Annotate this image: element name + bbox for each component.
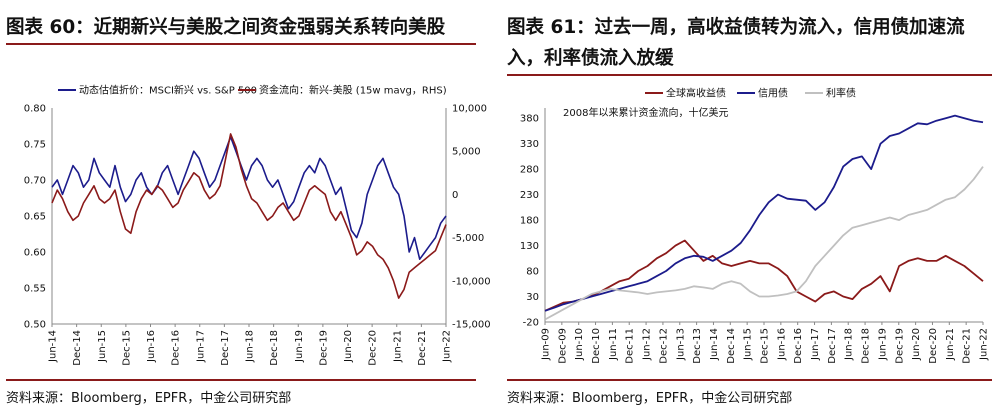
- y-tick-label: 330: [520, 139, 539, 150]
- x-tick-label: Dec-16: [793, 328, 804, 364]
- source-rule: [6, 379, 476, 381]
- x-tick-label: Dec-14: [72, 330, 83, 366]
- x-tick-label: Jun-19: [294, 330, 305, 363]
- chart-source: 资料来源：Bloomberg，EPFR，中金公司研究部: [6, 391, 292, 406]
- y-left-tick-label: 0.60: [24, 248, 46, 259]
- y-left-tick-label: 0.65: [24, 212, 46, 223]
- x-tick-label: Dec-18: [861, 328, 872, 364]
- x-tick-label: Jun-21: [392, 330, 403, 363]
- x-tick-label: Dec-09: [557, 328, 568, 364]
- x-tick-label: Dec-16: [171, 330, 182, 366]
- x-tick-label: Dec-13: [692, 328, 703, 364]
- y-tick-label: 180: [520, 216, 539, 227]
- x-tick-label: Jun-16: [776, 328, 787, 361]
- y-right-tick-label: 5,000: [452, 147, 481, 158]
- y-right-tick-label: 10,000: [452, 104, 487, 115]
- x-tick-label: Jun-15: [743, 328, 754, 361]
- series-line-3: [544, 166, 984, 321]
- x-tick-label: Dec-20: [368, 330, 379, 366]
- chart-title: 图表 61：过去一周，高收益债转为流入，信用债加速流入，利率债流入放缓: [507, 17, 965, 69]
- x-tick-label: Dec-21: [962, 328, 973, 364]
- x-tick-label: Dec-15: [121, 330, 132, 366]
- x-tick-label: Jun-14: [48, 330, 59, 363]
- x-tick-label: Jun-17: [810, 328, 821, 361]
- x-tick-label: Dec-14: [726, 328, 737, 364]
- chart-annotation: 2008年以来累计资金流向，十亿美元: [563, 106, 728, 119]
- y-left-tick-label: 0.70: [24, 176, 46, 187]
- x-tick-label: Jun-18: [245, 330, 256, 363]
- x-tick-label: Dec-17: [827, 328, 838, 364]
- y-right-tick-label: -5,000: [452, 233, 484, 244]
- x-tick-label: Jun-14: [709, 328, 720, 361]
- legend-label: 资金流向：新兴-美股 (15w mavg，RHS): [259, 84, 447, 97]
- x-tick-label: Jun-15: [97, 330, 108, 363]
- x-tick-label: Jun-10: [574, 328, 585, 361]
- source-rule: [507, 379, 992, 381]
- x-tick-label: Dec-10: [591, 328, 602, 364]
- x-tick-label: Jun-12: [642, 328, 653, 361]
- title-rule: [6, 43, 476, 45]
- y-right-tick-label: 0: [452, 190, 458, 201]
- x-tick-label: Dec-19: [894, 328, 905, 364]
- legend-label: 动态估值折价：MSCI新兴 vs. S&P 500: [79, 84, 257, 97]
- y-tick-label: 30: [526, 292, 539, 303]
- x-tick-label: Dec-18: [269, 330, 280, 366]
- y-tick-label: -20: [523, 318, 539, 329]
- x-tick-label: Jun-13: [675, 328, 686, 361]
- x-tick-label: Dec-19: [318, 330, 329, 366]
- y-right-tick-label: -15,000: [452, 320, 491, 331]
- left-panel: 图表 60：近期新兴与美股之间资金强弱关系转向美股 0.80 0.75 0.70 0.…: [0, 0, 491, 413]
- x-tick-label: Jun-19: [877, 328, 888, 361]
- x-tick-label: Dec-17: [220, 330, 231, 366]
- x-tick-label: Dec-20: [928, 328, 939, 364]
- series-line-2: [51, 133, 447, 299]
- x-tick-label: Dec-15: [760, 328, 771, 364]
- x-tick-label: Jun-09: [541, 328, 552, 361]
- right-panel: 图表 61：过去一周，高收益债转为流入，信用债加速流入，利率债流入放缓 380 3…: [505, 0, 1005, 413]
- chart-source: 资料来源：Bloomberg，EPFR，中金公司研究部: [507, 391, 793, 406]
- y-left-tick-label: 0.50: [24, 320, 46, 331]
- x-tick-label: Jun-20: [343, 330, 354, 363]
- y-tick-label: 380: [520, 114, 539, 125]
- chart-title: 图表 60：近期新兴与美股之间资金强弱关系转向美股: [6, 17, 446, 38]
- y-tick-label: 280: [520, 165, 539, 176]
- y-tick-label: 230: [520, 190, 539, 201]
- x-tick-label: Dec-12: [658, 328, 669, 364]
- x-tick-label: Dec-11: [625, 328, 636, 364]
- series-line-1: [544, 239, 984, 312]
- x-tick-label: Dec-21: [417, 330, 428, 366]
- x-tick-label: Jun-18: [844, 328, 855, 361]
- y-left-tick-label: 0.75: [24, 140, 46, 151]
- y-tick-label: 80: [526, 267, 539, 278]
- chart-1-plot: 0.80 0.75 0.70 0.65 0.60 0.55 0.50 10,000 5,000 0…: [24, 84, 491, 366]
- x-tick-label: Jun-16: [146, 330, 157, 363]
- x-tick-label: Jun-21: [945, 328, 956, 361]
- x-tick-label: Jun-22: [979, 328, 990, 361]
- y-right-tick-label: -10,000: [452, 276, 491, 287]
- x-tick-label: Jun-17: [195, 330, 206, 363]
- legend-label: 利率债: [826, 87, 856, 100]
- x-tick-label: Jun-22: [442, 330, 453, 363]
- y-left-tick-label: 0.80: [24, 104, 46, 115]
- legend-label: 信用债: [758, 87, 788, 100]
- y-left-tick-label: 0.55: [24, 284, 46, 295]
- x-tick-label: Jun-11: [608, 328, 619, 361]
- series-line-1: [51, 136, 447, 260]
- legend-label: 全球高收益债: [666, 87, 726, 100]
- title-rule: [507, 74, 992, 76]
- y-tick-label: 130: [520, 241, 539, 252]
- x-tick-label: Jun-20: [911, 328, 922, 361]
